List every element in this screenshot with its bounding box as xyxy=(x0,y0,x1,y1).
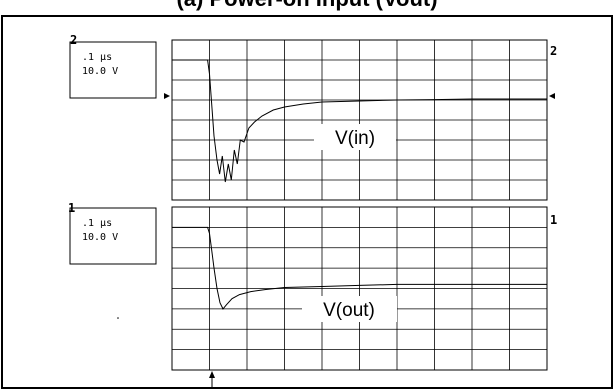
channel-1-grid xyxy=(172,207,547,370)
channel-2-trace xyxy=(172,59,547,183)
channel-2-right-level-arrow xyxy=(549,93,555,99)
figure-title: (a) Power-on Input (Vout) xyxy=(176,0,437,11)
channel-1-trace xyxy=(172,226,547,310)
channel-2-info-box xyxy=(69,41,157,99)
channel-2-plot-frame xyxy=(171,39,548,201)
channel-2-timebase: .1 µs xyxy=(82,52,112,63)
vin-label-bg xyxy=(314,124,396,150)
trigger-arrow xyxy=(209,371,215,387)
channel-1-plot-frame xyxy=(171,206,548,371)
channel-2-right-marker: 2 xyxy=(550,44,557,58)
channel-1-timebase: .1 µs xyxy=(82,218,112,229)
channel-1-marker: 1 xyxy=(68,201,75,215)
channel-1-right-marker: 1 xyxy=(550,213,557,227)
dot-artifact xyxy=(117,317,119,319)
channel-2-volts: 10.0 V xyxy=(82,66,118,77)
vout-label: V(out) xyxy=(323,300,375,321)
channel-2-left-level-arrow xyxy=(164,93,170,99)
channel-1-volts: 10.0 V xyxy=(82,232,118,243)
vout-label-bg xyxy=(302,296,397,322)
channel-2-panel: 2 .1 µs 10.0 V 2 V(in) xyxy=(69,33,557,201)
channel-1-info-box xyxy=(69,207,157,265)
channel-2-marker: 2 xyxy=(70,33,77,47)
figure-border xyxy=(1,15,613,389)
channel-1-panel: 1 .1 µs 10.0 V 1 V(out) xyxy=(68,201,557,371)
vin-label: V(in) xyxy=(335,128,375,149)
channel-2-grid xyxy=(172,40,547,200)
